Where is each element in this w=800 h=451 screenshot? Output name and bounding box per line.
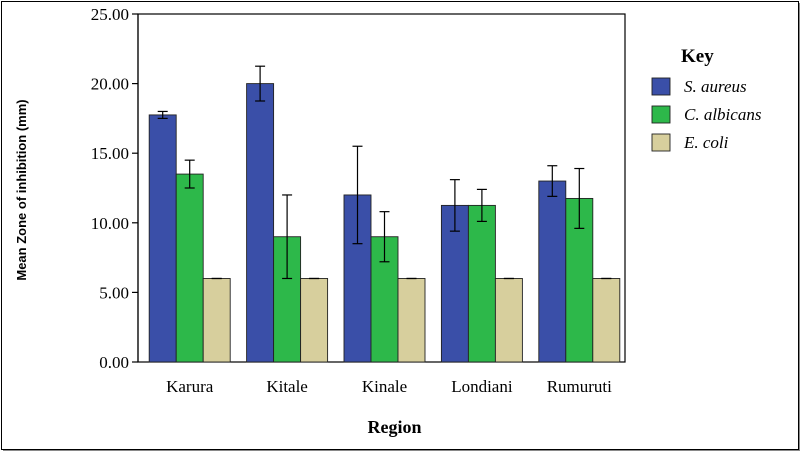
x-axis: Karura Kitale Kinale Londiani Rumuruti bbox=[166, 377, 612, 396]
y-tick-label: 0.00 bbox=[99, 353, 129, 372]
legend: Key S. aureus C. albicans E. coli bbox=[651, 46, 762, 152]
x-tick-label: Karura bbox=[166, 377, 214, 396]
legend-label: C. albicans bbox=[684, 105, 762, 124]
legend-label: S. aureus bbox=[684, 77, 747, 96]
y-tick-label: 20.00 bbox=[91, 75, 129, 94]
x-axis-label: Region bbox=[368, 417, 422, 437]
bar-c-albicans-karura bbox=[175, 173, 204, 363]
bar-e-coli-karura bbox=[202, 278, 231, 363]
bar-e-coli-rumuruti bbox=[592, 278, 621, 363]
error-bar bbox=[476, 188, 487, 223]
error-bars-group bbox=[157, 65, 612, 280]
bar-c-albicans-londiani bbox=[467, 204, 496, 363]
error-bar bbox=[282, 194, 293, 280]
bar-e-coli-londiani bbox=[494, 278, 523, 363]
y-tick-label: 5.00 bbox=[99, 283, 129, 302]
legend-label: E. coli bbox=[683, 133, 729, 152]
legend-title: Key bbox=[681, 46, 714, 67]
error-bar bbox=[157, 110, 168, 120]
y-axis-label: Mean Zone of inhibition (mm) bbox=[14, 99, 29, 280]
legend-swatch bbox=[651, 77, 671, 96]
error-bar bbox=[352, 145, 363, 245]
bar-s-aureus-rumuruti bbox=[538, 180, 567, 363]
error-bar bbox=[449, 179, 460, 232]
error-bar bbox=[379, 211, 390, 263]
error-bar bbox=[184, 159, 195, 189]
bar-e-coli-kitale bbox=[300, 278, 329, 363]
error-bar bbox=[574, 167, 585, 229]
x-tick-label: Rumuruti bbox=[547, 377, 612, 396]
y-tick-label: 15.00 bbox=[91, 144, 129, 163]
y-axis: 0.00 5.00 10.00 15.00 20.00 25.00 bbox=[91, 5, 139, 372]
legend-swatch bbox=[651, 105, 671, 124]
x-tick-label: Kitale bbox=[266, 377, 308, 396]
x-tick-label: Londiani bbox=[451, 377, 513, 396]
y-tick-label: 10.00 bbox=[91, 214, 129, 233]
error-bar bbox=[547, 165, 558, 197]
bar-s-aureus-kitale bbox=[246, 83, 275, 363]
x-tick-label: Kinale bbox=[362, 377, 407, 396]
error-bar bbox=[255, 65, 266, 102]
y-tick-label: 25.00 bbox=[91, 5, 129, 24]
legend-swatch bbox=[651, 133, 671, 152]
bar-e-coli-kinale bbox=[397, 278, 426, 363]
bar-s-aureus-karura bbox=[148, 114, 177, 363]
